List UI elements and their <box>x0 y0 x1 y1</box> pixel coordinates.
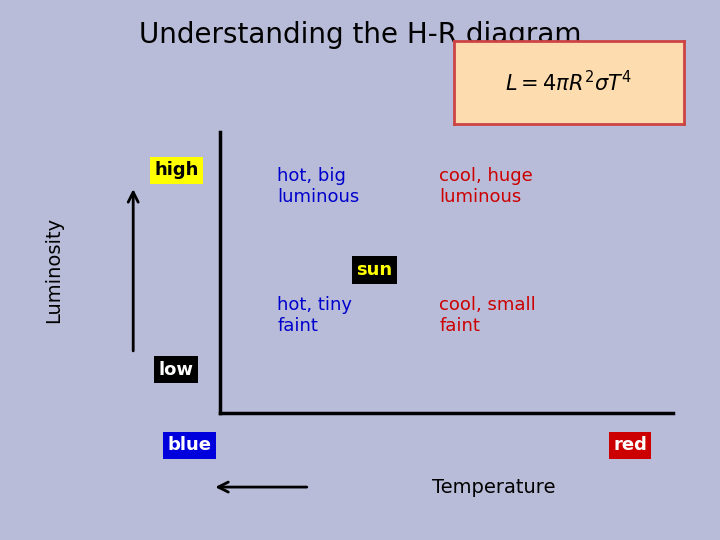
Text: Understanding the H-R diagram: Understanding the H-R diagram <box>139 21 581 49</box>
Text: Luminosity: Luminosity <box>45 217 63 323</box>
Text: hot, tiny
faint: hot, tiny faint <box>277 296 352 335</box>
Text: high: high <box>154 161 199 179</box>
Text: low: low <box>159 361 194 379</box>
Text: hot, big
luminous: hot, big luminous <box>277 167 359 206</box>
Text: cool, huge
luminous: cool, huge luminous <box>439 167 533 206</box>
Text: sun: sun <box>356 261 392 279</box>
Text: red: red <box>613 436 647 455</box>
Text: Temperature: Temperature <box>432 477 556 497</box>
Text: $L = 4\pi R^2 \sigma T^4$: $L = 4\pi R^2 \sigma T^4$ <box>505 70 632 95</box>
Text: blue: blue <box>167 436 212 455</box>
Text: cool, small
faint: cool, small faint <box>439 296 536 335</box>
